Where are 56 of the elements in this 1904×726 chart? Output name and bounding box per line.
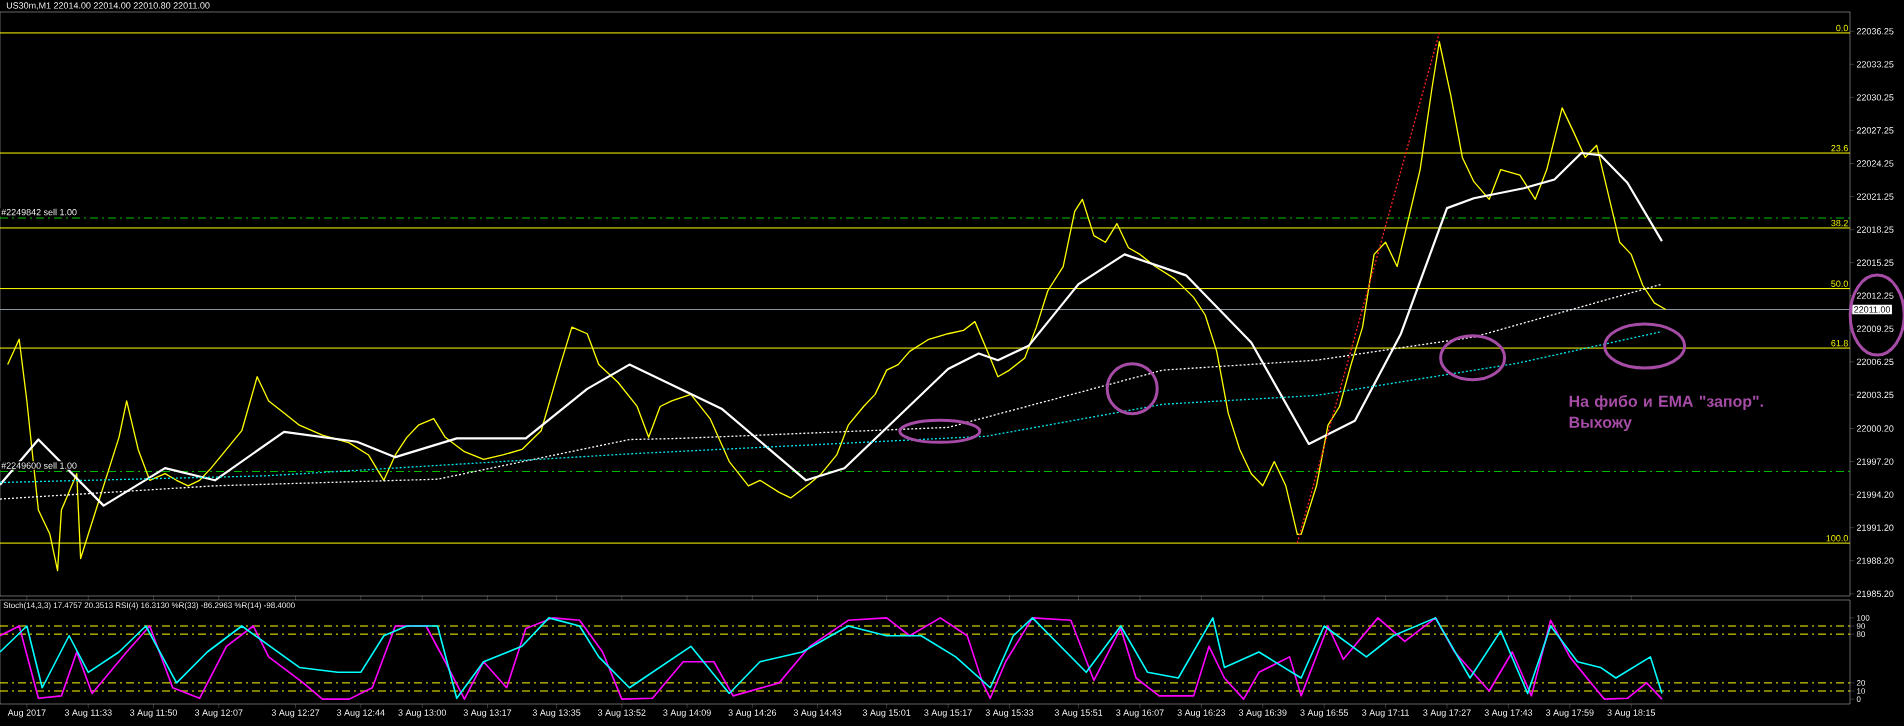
ref-line-label: #2249600 sell 1.00 <box>1 462 77 469</box>
x-tick-label: 3 Aug 12:44 <box>336 709 385 718</box>
annotation: 50.0 <box>1831 280 1848 287</box>
x-tick-label: 3 Aug 14:09 <box>663 709 711 718</box>
x-tick-label: 3 Aug 14:43 <box>793 709 842 718</box>
x-tick-label: 3 Aug 18:15 <box>1607 709 1656 718</box>
x-tick-label: 3 Aug 13:17 <box>463 709 512 718</box>
x-tick-label: 3 Aug 17:27 <box>1423 709 1471 718</box>
x-tick-label: 3 Aug 11:33 <box>64 709 112 718</box>
x-tick-label: 3 Aug 14:26 <box>728 709 777 718</box>
x-tick-label: 3 Aug 13:00 <box>398 709 447 718</box>
x-tick-label: Aug 2017 <box>7 709 46 718</box>
x-tick-label: 3 Aug 16:55 <box>1300 709 1348 718</box>
annotation: 38.2 <box>1831 219 1848 227</box>
x-tick-label: 3 Aug 11:50 <box>130 709 178 718</box>
y-tick-label: 21988.20 <box>1856 557 1894 564</box>
y-tick-label: 22021.25 <box>1856 193 1894 200</box>
y-tick-label: 22006.25 <box>1856 358 1894 366</box>
annotation: 100.0 <box>1826 535 1848 542</box>
annotation: 0.0 <box>1836 24 1848 32</box>
ref-line-label: 22011.00 <box>1854 306 1891 313</box>
y-tick-label: 22015.25 <box>1856 259 1894 266</box>
y-tick-label: 22003.25 <box>1856 391 1894 399</box>
annotation: На фибо и EMA "запор". Выхожу <box>1569 395 1763 432</box>
y-tick-label: 22033.25 <box>1856 61 1894 68</box>
x-tick-label: 3 Aug 13:52 <box>597 709 646 718</box>
y-tick-label: 21991.20 <box>1856 524 1894 531</box>
y-tick-label: 22009.25 <box>1856 325 1894 332</box>
annotation: 61.8 <box>1831 340 1848 347</box>
x-tick-label: 3 Aug 12:27 <box>271 709 320 718</box>
x-tick-label: 3 Aug 13:35 <box>532 709 581 718</box>
x-tick-label: 3 Aug 15:01 <box>862 709 911 718</box>
y-tick-label: 22024.25 <box>1856 160 1894 167</box>
y-tick-label: 22030.25 <box>1856 94 1894 101</box>
x-tick-label: 3 Aug 17:43 <box>1484 709 1533 718</box>
x-tick-label: 3 Aug 16:39 <box>1238 709 1287 718</box>
y-tick-label: 21997.20 <box>1856 458 1894 465</box>
chart-title: US30m,M1 22014.00 22014.00 22010.80 22011.00 <box>6 2 210 10</box>
annotation: 23.6 <box>1831 144 1848 152</box>
line-series <box>0 617 1663 700</box>
x-tick-label: 3 Aug 16:23 <box>1177 709 1226 718</box>
x-tick-label: 3 Aug 15:51 <box>1054 709 1103 718</box>
x-tick-label: 3 Aug 15:17 <box>924 709 972 718</box>
y-tick-label: 22027.25 <box>1856 127 1894 134</box>
y-tick-label: 22036.25 <box>1856 28 1894 35</box>
y-tick-label: 22018.25 <box>1856 226 1894 233</box>
y-tick-label: 22000.20 <box>1856 425 1894 432</box>
y-tick-label: 22012.25 <box>1856 292 1894 299</box>
x-tick-label: 3 Aug 16:07 <box>1116 709 1164 718</box>
x-tick-label: 3 Aug 12:07 <box>194 709 243 718</box>
x-tick-label: 3 Aug 17:59 <box>1545 709 1594 718</box>
y-tick-label: 21985.20 <box>1856 590 1894 597</box>
x-tick-label: 3 Aug 15:33 <box>985 709 1034 718</box>
ref-line-label: #2249842 sell 1.00 <box>1 208 77 216</box>
y-tick-label: 21994.20 <box>1856 491 1894 498</box>
x-tick-label: 3 Aug 17:11 <box>1362 709 1409 718</box>
